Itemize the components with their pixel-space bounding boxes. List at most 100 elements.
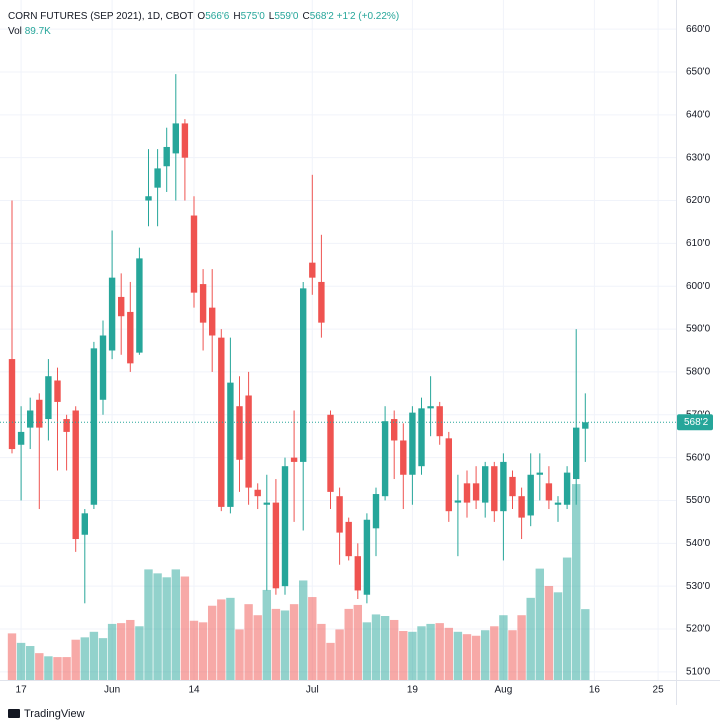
candle-body <box>309 262 316 278</box>
x-tick-label: 17 <box>16 685 28 696</box>
volume-bar <box>171 569 180 680</box>
candle-body <box>472 483 480 501</box>
volume-bar <box>453 631 463 680</box>
candle-body <box>90 348 98 505</box>
ohlc-name: L <box>268 11 275 22</box>
candle-body <box>482 466 489 503</box>
candle-body <box>445 438 452 512</box>
x-tick-label: 16 <box>589 685 601 696</box>
volume-bar <box>80 637 89 680</box>
candle-body <box>400 440 407 475</box>
candle-body <box>290 457 298 462</box>
volume-bar <box>335 629 344 680</box>
candle-body <box>554 502 562 505</box>
candle-body <box>227 382 234 507</box>
candle-body <box>454 500 462 503</box>
volume-bar <box>144 569 153 680</box>
candle-body <box>172 123 179 154</box>
volume-bar <box>126 619 135 680</box>
volume-bar <box>508 630 517 680</box>
volume-bar <box>235 629 244 680</box>
candle-body <box>27 410 34 428</box>
volume-layer <box>7 484 590 680</box>
volume-bar <box>35 653 44 680</box>
candle-body <box>136 258 143 353</box>
volume-bar <box>162 577 171 680</box>
y-tick-label: 660'0 <box>686 24 711 35</box>
candle-body <box>327 414 334 492</box>
volume-bar <box>481 630 490 680</box>
x-tick-label: 14 <box>188 685 200 696</box>
change: +1'2 (+0.22%) <box>336 11 400 22</box>
volume-bar <box>62 657 71 680</box>
ohlc-values: O566'6 H575'0 L559'0 C568'2 <box>193 11 333 22</box>
x-tick-label: Jul <box>306 685 319 696</box>
candle-body <box>72 410 79 540</box>
volume-bar <box>280 610 290 680</box>
y-tick-label: 510'0 <box>686 666 711 677</box>
volume-bar <box>526 597 535 680</box>
volume-bar <box>362 622 372 680</box>
volume-bar <box>299 580 308 680</box>
volume-bar <box>553 592 563 680</box>
volume-bar <box>435 623 444 680</box>
x-tick-label: 25 <box>653 685 665 696</box>
candle-body <box>372 494 380 529</box>
y-tick-label: 540'0 <box>686 538 711 549</box>
candle-body <box>563 472 571 505</box>
x-tick-label: Aug <box>495 685 513 696</box>
candle-body <box>8 359 16 450</box>
candle-body <box>163 146 170 167</box>
volume-bar <box>308 597 317 680</box>
candle-body <box>436 406 443 437</box>
volume-bar <box>490 626 499 680</box>
ohlc-value: 559'0 <box>274 11 299 22</box>
ohlc-value: 568'2 <box>309 11 334 22</box>
candle-body <box>45 376 52 420</box>
volume-bar <box>344 608 353 680</box>
candle-body <box>391 419 398 441</box>
candle-body <box>17 431 25 445</box>
volume-bar <box>517 615 526 680</box>
candle-body <box>118 296 125 317</box>
candle-body <box>272 502 280 589</box>
volume-bar <box>271 608 281 680</box>
ohlc-value: 575'0 <box>240 11 265 22</box>
volume-bar <box>371 614 381 680</box>
volume-bar <box>408 631 417 680</box>
volume-value: 89.7K <box>24 26 51 37</box>
volume-bar <box>390 619 399 680</box>
candle-body <box>354 556 361 591</box>
ohlc-name: O <box>197 11 206 22</box>
candle-body <box>154 168 161 188</box>
volume-name: Vol <box>8 26 22 37</box>
volume-bar <box>317 623 326 680</box>
y-tick-label: 600'0 <box>686 281 711 292</box>
volume-bar <box>16 642 26 680</box>
y-tick-label: 650'0 <box>686 67 711 78</box>
candle-body <box>427 406 434 409</box>
volume-bar <box>353 604 362 680</box>
candle-body <box>254 489 261 497</box>
candle-body <box>545 483 553 501</box>
volume-bar <box>426 623 435 680</box>
candle-body <box>63 419 70 432</box>
candle-body <box>181 123 189 158</box>
header-row: CORN FUTURES (SEP 2021), 1D, CBOT O566'6 H… <box>8 9 399 24</box>
candle-body <box>518 496 525 518</box>
candle-body <box>36 399 43 428</box>
last-price-box <box>677 414 713 431</box>
x-tick-label: 19 <box>407 685 419 696</box>
candle-body <box>582 422 589 429</box>
candle-body <box>81 513 88 535</box>
volume-bar <box>71 639 80 680</box>
volume-bar <box>253 615 262 680</box>
volume-bar <box>208 605 217 680</box>
volume-bar <box>535 568 544 680</box>
candle-body <box>418 408 425 467</box>
volume-bar <box>244 604 253 680</box>
volume-bar <box>262 589 271 680</box>
candle-body <box>99 335 107 400</box>
volume-row: Vol 89.7K <box>8 24 399 39</box>
ohlc-name: H <box>233 11 241 22</box>
